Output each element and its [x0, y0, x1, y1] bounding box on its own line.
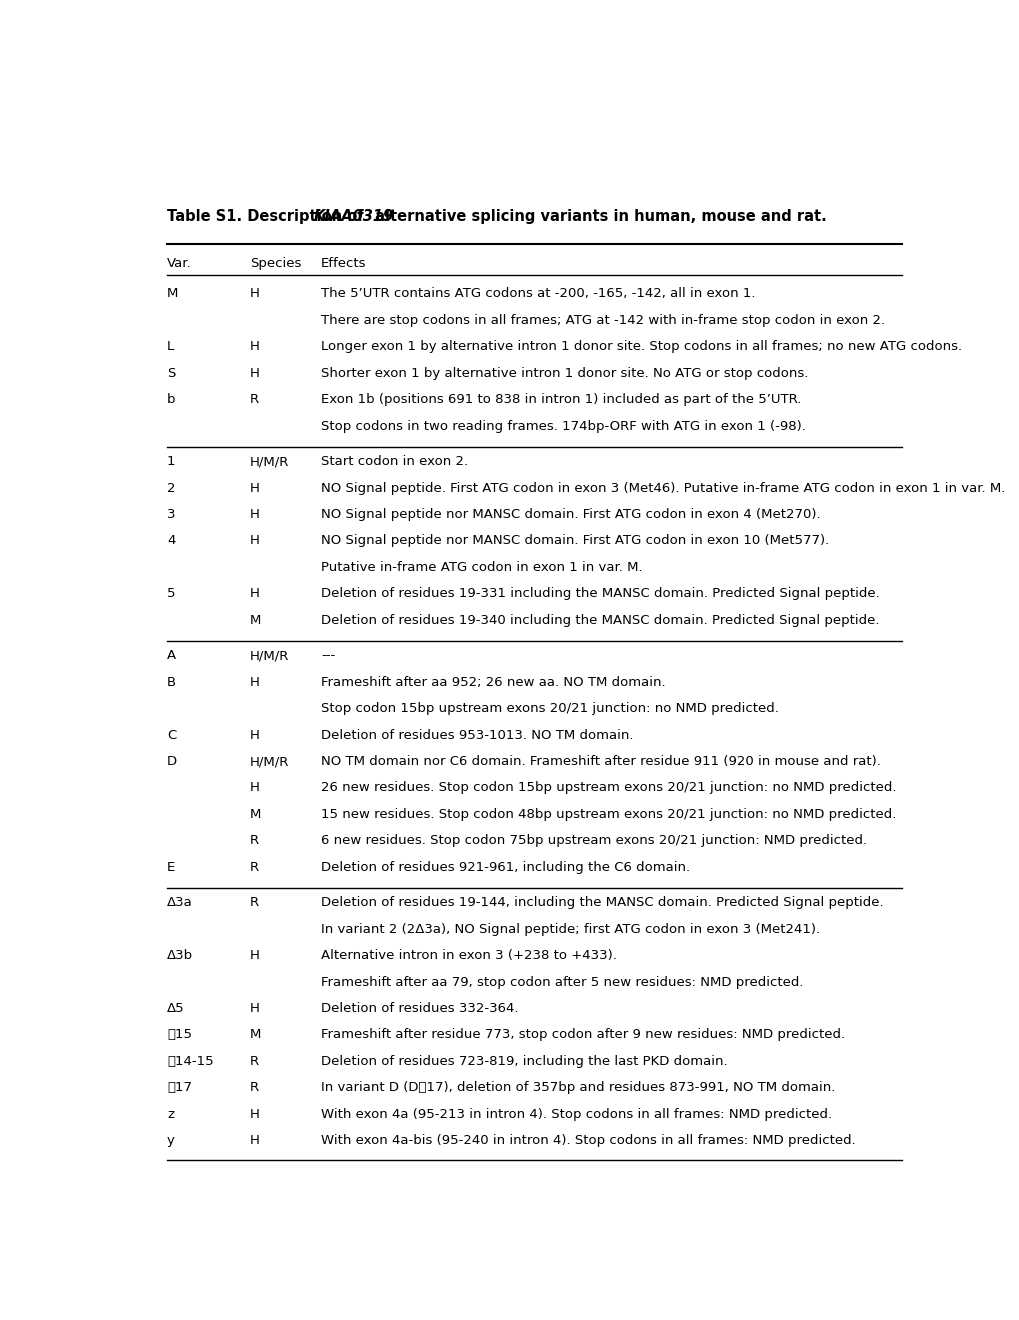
Text: H: H [250, 535, 260, 548]
Text: Stop codon 15bp upstream exons 20/21 junction: no NMD predicted.: Stop codon 15bp upstream exons 20/21 jun… [321, 702, 779, 715]
Text: H: H [250, 1107, 260, 1121]
Text: NO TM domain nor C6 domain. Frameshift after residue 911 (920 in mouse and rat).: NO TM domain nor C6 domain. Frameshift a… [321, 755, 880, 768]
Text: Var.: Var. [167, 257, 192, 271]
Text: H: H [250, 508, 260, 521]
Text: H: H [250, 1134, 260, 1147]
Text: The 5’UTR contains ATG codons at -200, -165, -142, all in exon 1.: The 5’UTR contains ATG codons at -200, -… [321, 288, 755, 301]
Text: z: z [167, 1107, 174, 1121]
Text: ---: --- [321, 649, 335, 663]
Text: 㥅17: 㥅17 [167, 1081, 192, 1094]
Text: L: L [167, 341, 174, 354]
Text: Frameshift after aa 952; 26 new aa. NO TM domain.: Frameshift after aa 952; 26 new aa. NO T… [321, 676, 665, 689]
Text: Table S1. Description of: Table S1. Description of [167, 210, 369, 224]
Text: M: M [167, 288, 178, 301]
Text: B: B [167, 676, 176, 689]
Text: alternative splicing variants in human, mouse and rat.: alternative splicing variants in human, … [370, 210, 826, 224]
Text: NO Signal peptide. First ATG codon in exon 3 (Met46). Putative in-frame ATG codo: NO Signal peptide. First ATG codon in ex… [321, 482, 1005, 495]
Text: R: R [250, 1055, 259, 1068]
Text: 4: 4 [167, 535, 175, 548]
Text: There are stop codons in all frames; ATG at -142 with in-frame stop codon in exo: There are stop codons in all frames; ATG… [321, 314, 884, 327]
Text: S: S [167, 367, 175, 380]
Text: Exon 1b (positions 691 to 838 in intron 1) included as part of the 5’UTR.: Exon 1b (positions 691 to 838 in intron … [321, 393, 801, 407]
Text: Δ3b: Δ3b [167, 949, 193, 962]
Text: 26 new residues. Stop codon 15bp upstream exons 20/21 junction: no NMD predicted: 26 new residues. Stop codon 15bp upstrea… [321, 781, 896, 795]
Text: Deletion of residues 19-340 including the MANSC domain. Predicted Signal peptide: Deletion of residues 19-340 including th… [321, 614, 878, 627]
Text: Longer exon 1 by alternative intron 1 donor site. Stop codons in all frames; no : Longer exon 1 by alternative intron 1 do… [321, 341, 961, 354]
Text: Start codon in exon 2.: Start codon in exon 2. [321, 455, 468, 469]
Text: H: H [250, 729, 260, 742]
Text: In variant 2 (2Δ3a), NO Signal peptide; first ATG codon in exon 3 (Met241).: In variant 2 (2Δ3a), NO Signal peptide; … [321, 923, 819, 936]
Text: Putative in-frame ATG codon in exon 1 in var. M.: Putative in-frame ATG codon in exon 1 in… [321, 561, 642, 574]
Text: Deletion of residues 19-144, including the MANSC domain. Predicted Signal peptid: Deletion of residues 19-144, including t… [321, 896, 882, 909]
Text: R: R [250, 1081, 259, 1094]
Text: y: y [167, 1134, 174, 1147]
Text: H: H [250, 341, 260, 354]
Text: D: D [167, 755, 177, 768]
Text: H: H [250, 1002, 260, 1015]
Text: b: b [167, 393, 175, 407]
Text: Δ5: Δ5 [167, 1002, 184, 1015]
Text: 2: 2 [167, 482, 175, 495]
Text: H/M/R: H/M/R [250, 649, 289, 663]
Text: With exon 4a-bis (95-240 in intron 4). Stop codons in all frames: NMD predicted.: With exon 4a-bis (95-240 in intron 4). S… [321, 1134, 855, 1147]
Text: C: C [167, 729, 176, 742]
Text: Frameshift after aa 79, stop codon after 5 new residues: NMD predicted.: Frameshift after aa 79, stop codon after… [321, 975, 803, 989]
Text: Stop codons in two reading frames. 174bp-ORF with ATG in exon 1 (-98).: Stop codons in two reading frames. 174bp… [321, 420, 805, 433]
Text: A: A [167, 649, 176, 663]
Text: Alternative intron in exon 3 (+238 to +433).: Alternative intron in exon 3 (+238 to +4… [321, 949, 616, 962]
Text: KIAA0319: KIAA0319 [313, 210, 393, 224]
Text: H: H [250, 288, 260, 301]
Text: H: H [250, 949, 260, 962]
Text: H/M/R: H/M/R [250, 755, 289, 768]
Text: Δ3a: Δ3a [167, 896, 193, 909]
Text: H: H [250, 482, 260, 495]
Text: E: E [167, 861, 175, 874]
Text: Deletion of residues 921-961, including the C6 domain.: Deletion of residues 921-961, including … [321, 861, 690, 874]
Text: R: R [250, 861, 259, 874]
Text: 6 new residues. Stop codon 75bp upstream exons 20/21 junction: NMD predicted.: 6 new residues. Stop codon 75bp upstream… [321, 834, 866, 847]
Text: 3: 3 [167, 508, 175, 521]
Text: Deletion of residues 19-331 including the MANSC domain. Predicted Signal peptide: Deletion of residues 19-331 including th… [321, 587, 879, 601]
Text: M: M [250, 808, 261, 821]
Text: H: H [250, 781, 260, 795]
Text: 1: 1 [167, 455, 175, 469]
Text: NO Signal peptide nor MANSC domain. First ATG codon in exon 10 (Met577).: NO Signal peptide nor MANSC domain. Firs… [321, 535, 828, 548]
Text: Effects: Effects [321, 257, 366, 271]
Text: H: H [250, 367, 260, 380]
Text: H/M/R: H/M/R [250, 455, 289, 469]
Text: 5: 5 [167, 587, 175, 601]
Text: In variant D (D㥅17), deletion of 357bp and residues 873-991, NO TM domain.: In variant D (D㥅17), deletion of 357bp a… [321, 1081, 835, 1094]
Text: Species: Species [250, 257, 301, 271]
Text: NO Signal peptide nor MANSC domain. First ATG codon in exon 4 (Met270).: NO Signal peptide nor MANSC domain. Firs… [321, 508, 820, 521]
Text: R: R [250, 834, 259, 847]
Text: Frameshift after residue 773, stop codon after 9 new residues: NMD predicted.: Frameshift after residue 773, stop codon… [321, 1028, 845, 1041]
Text: Deletion of residues 953-1013. NO TM domain.: Deletion of residues 953-1013. NO TM dom… [321, 729, 633, 742]
Text: R: R [250, 896, 259, 909]
Text: 㥅15: 㥅15 [167, 1028, 192, 1041]
Text: With exon 4a (95-213 in intron 4). Stop codons in all frames: NMD predicted.: With exon 4a (95-213 in intron 4). Stop … [321, 1107, 832, 1121]
Text: 15 new residues. Stop codon 48bp upstream exons 20/21 junction: no NMD predicted: 15 new residues. Stop codon 48bp upstrea… [321, 808, 896, 821]
Text: Deletion of residues 332-364.: Deletion of residues 332-364. [321, 1002, 519, 1015]
Text: Shorter exon 1 by alternative intron 1 donor site. No ATG or stop codons.: Shorter exon 1 by alternative intron 1 d… [321, 367, 808, 380]
Text: R: R [250, 393, 259, 407]
Text: M: M [250, 614, 261, 627]
Text: M: M [250, 1028, 261, 1041]
Text: 㥅14-15: 㥅14-15 [167, 1055, 213, 1068]
Text: H: H [250, 587, 260, 601]
Text: H: H [250, 676, 260, 689]
Text: Deletion of residues 723-819, including the last PKD domain.: Deletion of residues 723-819, including … [321, 1055, 728, 1068]
